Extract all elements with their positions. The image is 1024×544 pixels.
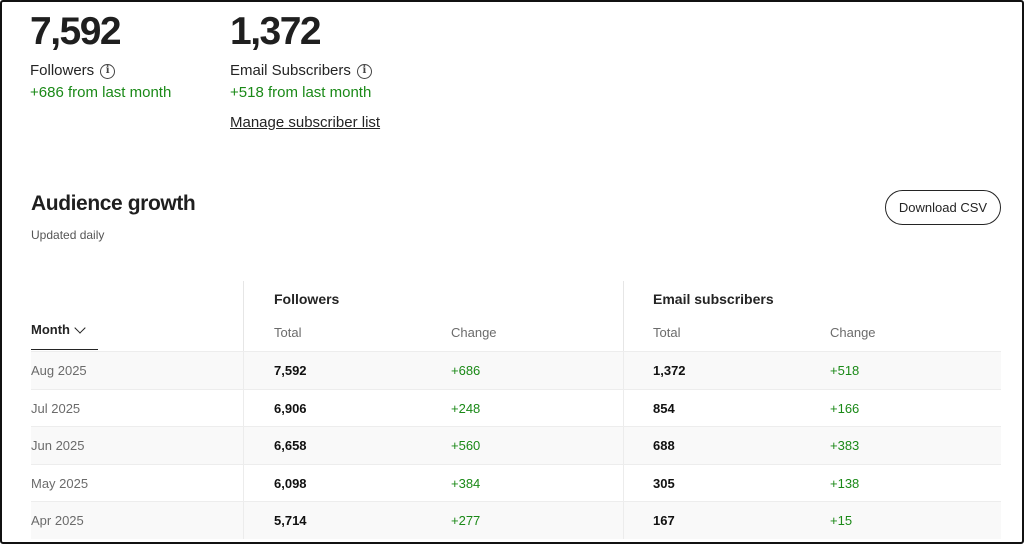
row-subscribers-change: +166 xyxy=(830,400,860,416)
column-divider xyxy=(623,464,624,502)
row-subscribers-change: +518 xyxy=(830,363,860,378)
subscribers-change: +518 from last month xyxy=(230,84,372,101)
audience-table-body: Aug 2025 7,592 +686 1,372 +518 Jul 2025 … xyxy=(31,351,1001,539)
row-followers-total: 6,906 xyxy=(274,400,307,416)
column-divider xyxy=(623,281,624,351)
followers-label: Followers xyxy=(30,62,95,79)
row-month: Apr 2025 xyxy=(31,513,84,529)
info-icon[interactable]: i xyxy=(100,63,116,79)
row-month: Aug 2025 xyxy=(31,363,87,378)
row-followers-change: +560 xyxy=(451,438,481,454)
subscribers-count: 1,372 xyxy=(230,10,322,53)
followers-label-row: Followers i xyxy=(30,61,171,81)
row-followers-change: +384 xyxy=(451,475,481,491)
subscribers-change-header: Change xyxy=(830,325,876,340)
subscribers-group-header: Email subscribers xyxy=(653,291,774,307)
subscribers-label-row: Email Subscribers i xyxy=(230,61,380,81)
row-month: Jul 2025 xyxy=(31,400,81,416)
column-divider xyxy=(623,389,624,427)
subscribers-stat: 1,372 Email Subscribers i +518 from last… xyxy=(230,10,380,133)
download-csv-button[interactable]: Download CSV xyxy=(885,190,1001,225)
column-divider xyxy=(623,427,624,464)
row-followers-total: 6,098 xyxy=(274,475,307,491)
row-subscribers-total: 688 xyxy=(653,438,675,454)
table-row: May 2025 6,098 +384 305 +138 xyxy=(31,463,1001,502)
column-divider xyxy=(243,502,244,539)
followers-count: 7,592 xyxy=(30,10,122,53)
row-followers-total: 6,658 xyxy=(274,438,307,454)
row-subscribers-total: 1,372 xyxy=(653,363,686,378)
row-followers-total: 7,592 xyxy=(274,363,307,378)
month-sort-header[interactable]: Month xyxy=(31,322,98,350)
info-icon[interactable]: i xyxy=(356,63,372,79)
column-divider xyxy=(623,502,624,539)
table-row: Apr 2025 5,714 +277 167 +15 xyxy=(31,501,1001,539)
followers-change: +686 from last month xyxy=(30,84,172,101)
section-title: Audience growth xyxy=(31,192,196,215)
row-subscribers-change: +383 xyxy=(830,438,860,454)
row-subscribers-total: 167 xyxy=(653,513,675,529)
row-subscribers-total: 305 xyxy=(653,475,675,491)
row-month: Jun 2025 xyxy=(31,438,85,454)
row-followers-change: +248 xyxy=(451,400,481,416)
row-followers-change: +686 xyxy=(451,363,481,378)
followers-total-header: Total xyxy=(274,325,302,340)
table-row: Aug 2025 7,592 +686 1,372 +518 xyxy=(31,351,1001,389)
column-divider xyxy=(243,352,244,389)
followers-group-header: Followers xyxy=(274,291,340,307)
column-divider xyxy=(243,427,244,464)
table-row: Jun 2025 6,658 +560 688 +383 xyxy=(31,426,1001,464)
row-followers-change: +277 xyxy=(451,513,481,529)
followers-stat: 7,592 Followers i +686 from last month xyxy=(30,10,171,103)
column-divider xyxy=(623,352,624,389)
row-followers-total: 5,714 xyxy=(274,513,307,529)
followers-change-header: Change xyxy=(451,325,497,340)
month-header-label: Month xyxy=(31,322,70,337)
subscribers-total-header: Total xyxy=(653,325,681,340)
column-divider xyxy=(243,464,244,502)
table-row: Jul 2025 6,906 +248 854 +166 xyxy=(31,388,1001,427)
row-subscribers-change: +15 xyxy=(830,513,853,529)
manage-subscriber-list-link[interactable]: Manage subscriber list xyxy=(230,114,381,131)
column-divider xyxy=(243,281,244,351)
row-subscribers-change: +138 xyxy=(830,475,860,491)
section-subtitle: Updated daily xyxy=(31,228,105,242)
row-month: May 2025 xyxy=(31,475,89,491)
column-divider xyxy=(243,389,244,427)
row-subscribers-total: 854 xyxy=(653,400,675,416)
chevron-down-icon xyxy=(74,322,86,334)
subscribers-label: Email Subscribers xyxy=(230,62,351,79)
